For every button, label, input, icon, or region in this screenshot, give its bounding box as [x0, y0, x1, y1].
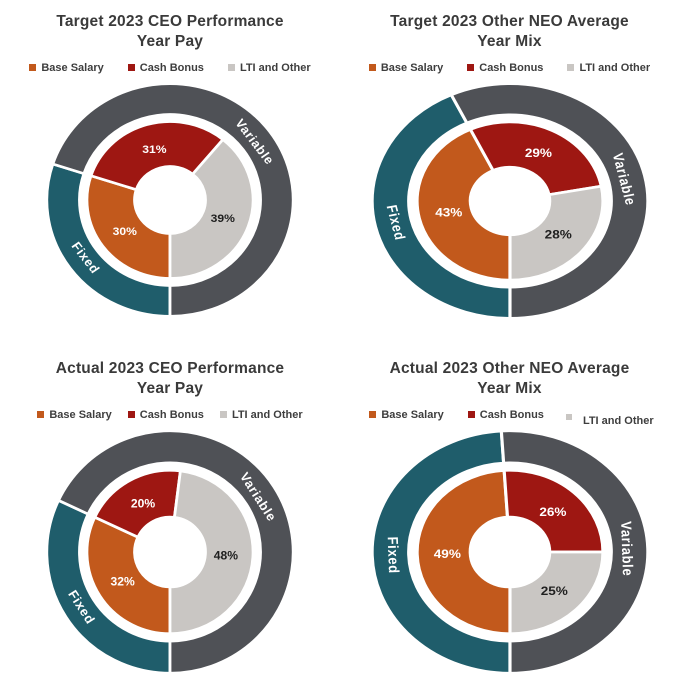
- legend-item-cash-bonus: Cash Bonus: [127, 61, 204, 74]
- title-line-1: Actual 2023 CEO Performance: [55, 360, 285, 377]
- pct-label-cash-bonus: 31%: [142, 142, 167, 156]
- pie-slice-base-salary: [415, 468, 512, 636]
- title-line-1: Target 2023 CEO Performance: [56, 13, 284, 30]
- legend-marker-base-salary-icon: [29, 64, 37, 72]
- title-line-2: Year Pay: [136, 380, 204, 398]
- chart-title-target-ceo: Target 2023 CEO Performance Year Pay: [56, 12, 283, 53]
- legend-label-lti-and-other: LTI and Other: [239, 61, 311, 74]
- chart-title-target-neo: Target 2023 Other NEO Average Year Mix: [390, 12, 629, 53]
- legend-marker-lti-and-other-icon: [219, 411, 227, 419]
- legend-marker-lti-and-other-icon: [565, 413, 572, 420]
- pie-slice-base-salary: [414, 127, 512, 282]
- pct-label-cash-bonus: 29%: [524, 147, 551, 160]
- legend-label-base-salary: Base Salary: [49, 408, 112, 421]
- outer-ring-segment-variable: [499, 429, 649, 675]
- legend-marker-cash-bonus-icon: [467, 411, 475, 419]
- chart-legend: Base Salary Cash Bonus LTI and Other: [369, 407, 654, 427]
- legend-marker-cash-bonus-icon: [467, 64, 475, 72]
- legend-label-cash-bonus: Cash Bonus: [479, 61, 544, 74]
- chart-legend: Base Salary Cash Bonus LTI and Other: [37, 407, 303, 423]
- legend-item-base-salary: Base Salary: [29, 61, 104, 74]
- legend-marker-lti-and-other-icon: [227, 64, 235, 72]
- pie-slice-lti-and-other: [168, 469, 255, 636]
- title-line-2: Year Mix: [477, 33, 542, 51]
- legend-item-cash-bonus: Cash Bonus: [467, 62, 543, 74]
- legend-item-lti-and-other: LTI and Other: [219, 408, 303, 421]
- pie-slice-base-salary: [85, 515, 172, 636]
- legend-item-base-salary: Base Salary: [369, 408, 444, 421]
- chart-card-target-ceo: Target 2023 CEO Performance Year Pay Base…: [0, 0, 340, 347]
- legend-label-cash-bonus: Cash Bonus: [139, 61, 204, 74]
- legend-item-base-salary: Base Salary: [37, 408, 112, 421]
- chart-title-actual-ceo: Actual 2023 CEO Performance Year Pay: [56, 359, 285, 400]
- title-line-2: Year Pay: [136, 33, 204, 51]
- legend-marker-lti-and-other-icon: [567, 64, 575, 72]
- legend-item-lti-and-other: LTI and Other: [565, 413, 654, 427]
- pct-label-base-salary: 43%: [435, 206, 462, 219]
- title-line-1: Actual 2023 Other NEO Average: [389, 360, 630, 377]
- chart-legend: Base Salary Cash Bonus LTI and Other: [368, 60, 650, 76]
- title-line-1: Target 2023 Other NEO Average: [390, 13, 629, 30]
- pct-label-lti-and-other: 25%: [540, 584, 568, 598]
- legend-item-cash-bonus: Cash Bonus: [467, 408, 544, 421]
- title-line-2: Year Mix: [477, 380, 542, 398]
- outer-ring-segment-fixed: [370, 92, 512, 320]
- legend-label-base-salary: Base Salary: [381, 408, 444, 421]
- pie-slice-lti-and-other: [507, 550, 605, 636]
- pie-slice-lti-and-other: [168, 137, 255, 280]
- ring-label-fixed: Fixed: [384, 536, 401, 574]
- pie-slice-lti-and-other: [507, 184, 605, 282]
- legend-label-cash-bonus: Cash Bonus: [479, 408, 544, 421]
- legend-item-lti-and-other: LTI and Other: [227, 61, 311, 74]
- legend-label-base-salary: Base Salary: [41, 61, 104, 74]
- pct-label-base-salary: 32%: [111, 574, 136, 588]
- legend-label-lti-and-other: LTI and Other: [231, 408, 303, 421]
- legend-label-cash-bonus: Cash Bonus: [139, 408, 204, 421]
- pct-label-base-salary: 49%: [433, 547, 461, 561]
- pie-slice-cash-bonus: [467, 120, 603, 197]
- legend-label-lti-and-other: LTI and Other: [579, 61, 651, 74]
- outer-ring-segment-variable: [51, 82, 295, 318]
- legend-item-base-salary: Base Salary: [368, 61, 444, 74]
- legend-marker-base-salary-icon: [37, 411, 45, 419]
- legend-marker-base-salary-icon: [369, 411, 377, 419]
- pie-slice-cash-bonus: [89, 120, 225, 192]
- legend-marker-cash-bonus-icon: [127, 64, 135, 72]
- pct-label-lti-and-other: 39%: [211, 211, 236, 225]
- legend-label-lti-and-other: LTI and Other: [582, 414, 654, 427]
- legend-item-lti-and-other: LTI and Other: [567, 62, 650, 74]
- outer-ring-segment-fixed: [370, 429, 512, 675]
- chart-title-actual-neo: Actual 2023 Other NEO Average Year Mix: [390, 359, 630, 400]
- chart-card-target-neo: Target 2023 Other NEO Average Year Mix Ba…: [340, 0, 679, 347]
- pie-slice-cash-bonus: [92, 468, 182, 539]
- outer-ring-segment-variable: [56, 429, 295, 675]
- ring-label-variable: Variable: [617, 521, 635, 577]
- pie-slice-cash-bonus: [501, 468, 605, 554]
- legend-item-cash-bonus: Cash Bonus: [127, 408, 204, 421]
- outer-ring-segment-variable: [448, 82, 649, 320]
- pie-slice-base-salary: [85, 173, 172, 280]
- legend-marker-cash-bonus-icon: [127, 411, 135, 419]
- chart-card-actual-ceo: Actual 2023 CEO Performance Year Pay Base…: [0, 347, 340, 695]
- legend-marker-base-salary-icon: [368, 64, 376, 72]
- legend-label-base-salary: Base Salary: [380, 61, 444, 74]
- pct-label-lti-and-other: 48%: [214, 548, 239, 562]
- donut-chart-actual-neo: Fixed Variable 49% 26% 25%: [370, 429, 649, 675]
- pct-label-cash-bonus: 26%: [539, 505, 567, 519]
- pct-label-cash-bonus: 20%: [131, 497, 156, 511]
- pct-label-lti-and-other: 28%: [544, 228, 571, 241]
- chart-legend: Base Salary Cash Bonus LTI and Other: [29, 60, 311, 76]
- pct-label-base-salary: 30%: [113, 224, 138, 238]
- chart-card-actual-neo: Actual 2023 Other NEO Average Year Mix Ba…: [340, 347, 679, 695]
